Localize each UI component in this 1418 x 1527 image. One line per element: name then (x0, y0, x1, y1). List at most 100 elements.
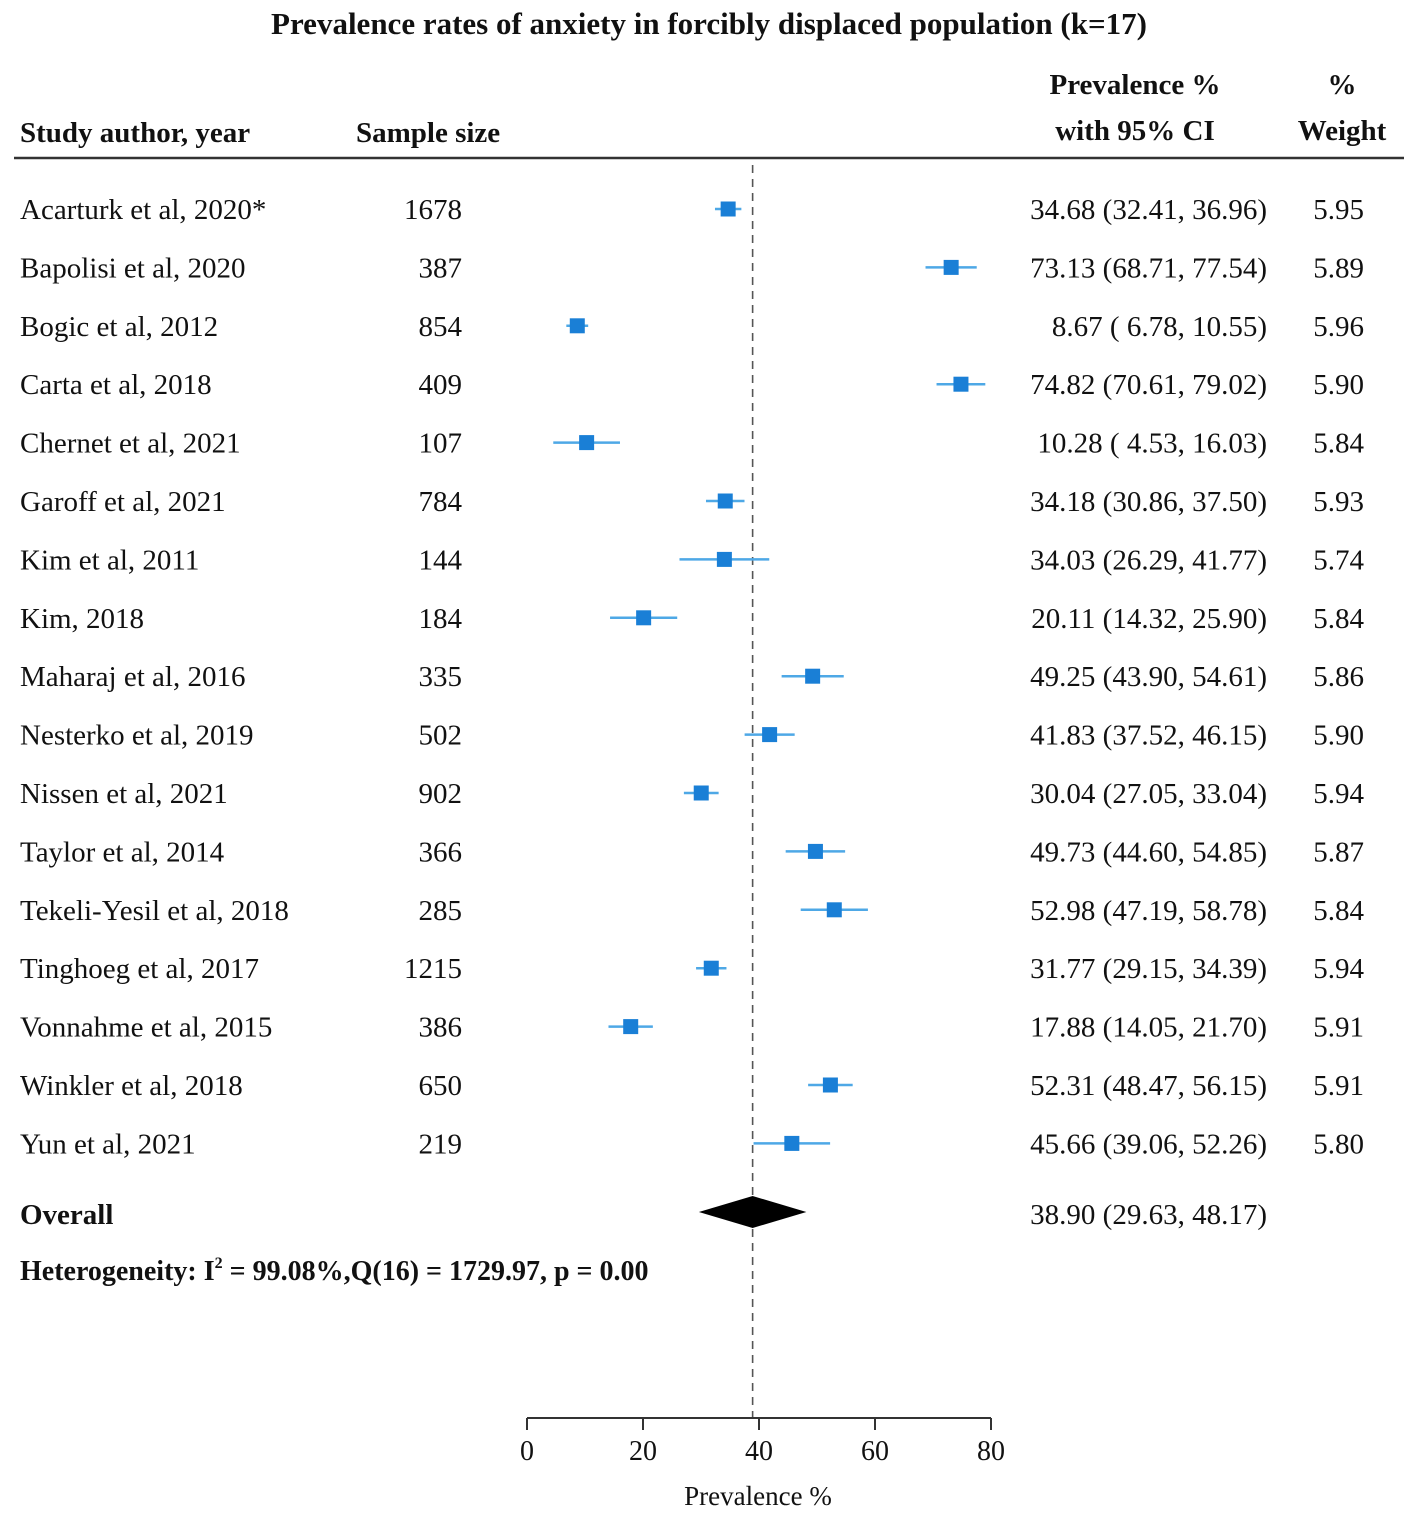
point-estimate (636, 610, 652, 626)
point-estimate (703, 960, 719, 976)
x-tick-label: 60 (861, 1436, 889, 1467)
point-estimate (953, 376, 969, 392)
overall-label: Overall (20, 1199, 113, 1231)
point-estimate (717, 493, 733, 509)
chart-title: Prevalence rates of anxiety in forcibly … (271, 6, 1147, 41)
point-estimate (784, 1135, 800, 1151)
weight: 5.94 (1313, 953, 1364, 985)
sample-size: 1678 (404, 194, 462, 226)
study-name: Carta et al, 2018 (20, 369, 212, 401)
ci-text: 10.28 ( 4.53, 16.03) (1037, 428, 1267, 460)
header-sample: Sample size (356, 117, 500, 149)
weight: 5.84 (1313, 895, 1364, 927)
sample-size: 502 (419, 720, 463, 752)
weight: 5.89 (1313, 252, 1364, 284)
study-name: Chernet et al, 2021 (20, 428, 241, 460)
heterogeneity-rest: = 99.08%,Q(16) = 1729.97, p = 0.00 (223, 1256, 649, 1287)
study-name: Taylor et al, 2014 (20, 836, 225, 868)
weight: 5.96 (1313, 311, 1364, 343)
heterogeneity-sup: 2 (215, 1255, 223, 1272)
overall-ci-text: 38.90 (29.63, 48.17) (1030, 1199, 1267, 1231)
ci-text: 45.66 (39.06, 52.26) (1030, 1128, 1267, 1160)
sample-size: 650 (419, 1070, 463, 1102)
sample-size: 902 (419, 778, 463, 810)
sample-size: 285 (419, 895, 463, 927)
ci-text: 31.77 (29.15, 34.39) (1030, 953, 1267, 985)
point-estimate (623, 1019, 639, 1035)
point-estimate (720, 201, 736, 217)
weight: 5.87 (1313, 836, 1364, 868)
study-name: Garoff et al, 2021 (20, 486, 226, 518)
overall-diamond (698, 1196, 807, 1228)
study-name: Tekeli-Yesil et al, 2018 (20, 895, 289, 927)
header-study: Study author, year (20, 117, 250, 149)
sample-size: 144 (419, 544, 463, 576)
point-estimate (826, 902, 842, 918)
sample-size: 1215 (404, 953, 462, 985)
ci-text: 52.98 (47.19, 58.78) (1030, 895, 1267, 927)
ci-text: 73.13 (68.71, 77.54) (1030, 252, 1267, 284)
weight: 5.91 (1313, 1070, 1364, 1102)
study-name: Tinghoeg et al, 2017 (20, 953, 259, 985)
ci-text: 49.73 (44.60, 54.85) (1030, 836, 1267, 868)
sample-size: 784 (419, 486, 463, 518)
sample-size: 107 (419, 428, 463, 460)
point-estimate (822, 1077, 838, 1093)
weight: 5.91 (1313, 1012, 1364, 1044)
point-estimate (762, 727, 778, 743)
x-tick-label: 40 (745, 1436, 773, 1467)
study-name: Nissen et al, 2021 (20, 778, 228, 810)
sample-size: 335 (419, 661, 463, 693)
sample-size: 386 (419, 1012, 463, 1044)
point-estimate (716, 551, 732, 567)
x-axis-label: Prevalence % (684, 1481, 832, 1511)
ci-text: 52.31 (48.47, 56.15) (1030, 1070, 1267, 1102)
sample-size: 387 (419, 252, 463, 284)
x-tick-label: 0 (520, 1436, 534, 1467)
ci-text: 34.18 (30.86, 37.50) (1030, 486, 1267, 518)
ci-text: 34.68 (32.41, 36.96) (1030, 194, 1267, 226)
sample-size: 184 (419, 603, 463, 635)
study-name: Kim, 2018 (20, 603, 144, 635)
header-weight-line1: % (1328, 69, 1357, 101)
study-name: Bapolisi et al, 2020 (20, 252, 246, 284)
weight: 5.84 (1313, 428, 1364, 460)
study-name: Bogic et al, 2012 (20, 311, 218, 343)
sample-size: 366 (419, 836, 463, 868)
study-rows: Acarturk et al, 2020* 1678 34.68 (32.41, 3… (20, 194, 1365, 1160)
ci-text: 20.11 (14.32, 25.90) (1031, 603, 1267, 635)
point-estimate (579, 435, 595, 451)
study-name: Acarturk et al, 2020* (20, 194, 266, 226)
header-prevalence-line2: with 95% CI (1055, 115, 1215, 147)
point-estimate (807, 843, 823, 859)
ci-text: 8.67 ( 6.78, 10.55) (1052, 311, 1267, 343)
x-tick-label: 80 (977, 1436, 1005, 1467)
weight: 5.90 (1313, 720, 1364, 752)
weight: 5.90 (1313, 369, 1364, 401)
point-estimate (569, 318, 585, 334)
weight: 5.80 (1313, 1128, 1364, 1160)
weight: 5.74 (1313, 544, 1364, 576)
heterogeneity-prefix: Heterogeneity: I (20, 1256, 215, 1287)
weight: 5.84 (1313, 603, 1364, 635)
header-weight-line2: Weight (1298, 115, 1387, 147)
study-name: Winkler et al, 2018 (20, 1070, 243, 1102)
weight: 5.86 (1313, 661, 1364, 693)
study-name: Yun et al, 2021 (20, 1128, 196, 1160)
point-estimate (943, 259, 959, 275)
study-name: Nesterko et al, 2019 (20, 720, 254, 752)
ci-text: 30.04 (27.05, 33.04) (1030, 778, 1267, 810)
ci-text: 41.83 (37.52, 46.15) (1030, 720, 1267, 752)
sample-size: 219 (419, 1128, 463, 1160)
point-estimate (805, 668, 821, 684)
weight: 5.95 (1313, 194, 1364, 226)
ci-text: 17.88 (14.05, 21.70) (1030, 1012, 1267, 1044)
point-estimate (693, 785, 709, 801)
header-prevalence-line1: Prevalence % (1050, 69, 1221, 101)
heterogeneity-text: Heterogeneity: I2 = 99.08%,Q(16) = 1729.… (20, 1255, 649, 1287)
x-tick-label: 20 (629, 1436, 657, 1467)
weight: 5.93 (1313, 486, 1364, 518)
study-name: Kim et al, 2011 (20, 544, 199, 576)
study-name: Maharaj et al, 2016 (20, 661, 245, 693)
